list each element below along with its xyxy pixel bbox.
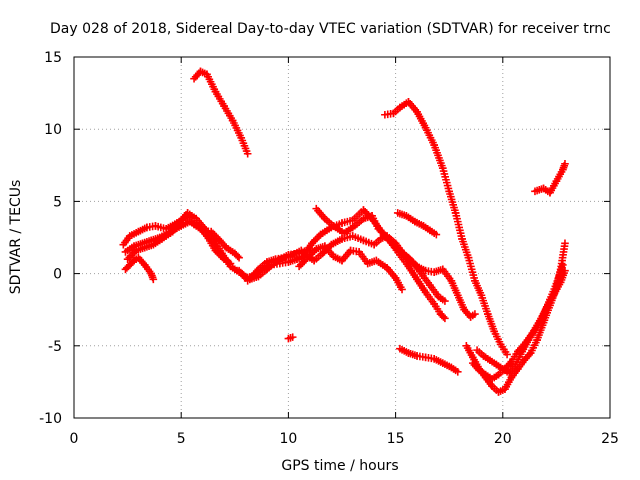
x-tick-label: 20 [494,431,512,447]
series-arc-9 [312,204,449,305]
series-arc-11 [381,97,511,359]
x-tick-label: 5 [177,431,186,447]
data-point [441,173,449,181]
y-axis-label: SDTVAR / TECUs [8,180,24,295]
data-point [466,259,474,268]
grid [74,57,610,418]
data-point [440,170,449,178]
series-arc-6 [235,232,415,282]
data-point [561,239,569,248]
data-point [471,310,479,318]
series-arc-18 [531,160,569,197]
data-point [442,175,450,184]
y-tick-label: -5 [48,339,62,355]
data-point [442,178,451,187]
data-point [432,230,441,239]
data-point [561,266,569,275]
y-tick-label: 10 [44,122,62,138]
series-arc-8 [295,242,406,294]
x-tick-label: 25 [601,431,619,447]
series-arc-17 [473,266,569,378]
data-point [149,275,158,284]
series-arc-12 [393,209,441,239]
data-point [243,149,252,158]
data-point [467,262,475,271]
data-point [398,285,406,294]
data-point [439,167,448,175]
data-point [559,261,567,269]
data-point [438,164,447,172]
data-point [465,256,474,265]
data-point [561,160,569,168]
data-point [464,253,473,262]
plot-frame [73,56,611,419]
data-point [235,253,243,262]
data-point [469,271,478,279]
data-point [453,367,462,376]
data-point [467,265,476,274]
x-tick-label: 10 [279,431,297,447]
data-marks [119,67,569,396]
data-point [441,297,449,305]
data-point [503,350,511,359]
ticks [73,56,611,419]
chart-title: Day 028 of 2018, Sidereal Day-to-day VTE… [50,21,611,37]
data-point [468,268,477,276]
y-tick-label: 5 [53,194,62,210]
series-arc-5 [190,67,252,158]
series-arc-10 [284,333,297,343]
x-tick-labels: 0 5 10 15 20 25 [70,431,619,447]
data-point [444,184,453,193]
data-point [441,314,449,323]
x-tick-label: 15 [387,431,405,447]
y-tick-label: 0 [53,267,62,283]
data-point [443,181,452,190]
series-arc-13 [396,246,479,321]
data-point [470,274,478,282]
y-tick-label: 15 [44,50,62,66]
series-arc-14 [396,344,462,376]
x-axis-label: GPS time / hours [281,458,398,474]
series-arc-4 [121,253,158,284]
x-tick-label: 0 [70,431,79,447]
y-tick-labels: 15 10 5 0 -5 -10 [39,50,62,427]
y-tick-label: -10 [39,411,62,427]
data-point [288,333,297,341]
